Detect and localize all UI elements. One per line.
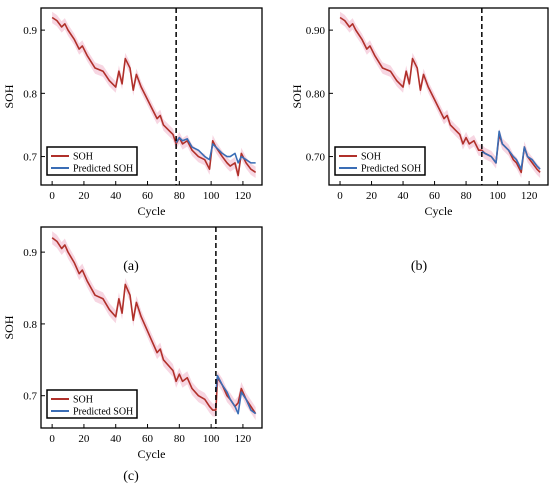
x-axis-label: Cycle <box>138 204 166 218</box>
legend-entry: SOH <box>73 152 93 163</box>
x-tick-label: 20 <box>78 190 90 202</box>
x-tick-label: 100 <box>489 190 506 202</box>
x-tick-label: 20 <box>366 190 378 202</box>
chart-panel-a: 0 20 40 60 80 100 1200.70.80.9CycleSOHSOHPredi… <box>2 7 263 218</box>
x-tick-label: 80 <box>174 190 186 202</box>
legend-entry: SOH <box>73 395 93 406</box>
x-tick-label: 0 <box>49 190 55 202</box>
predicted-soh-series-line <box>175 136 256 164</box>
legend-box <box>46 389 138 419</box>
y-tick-label: 0.7 <box>23 391 37 403</box>
legend-box <box>46 146 138 176</box>
x-tick-label: 40 <box>110 190 122 202</box>
chart-panel-b: 0 20 40 60 80 100 1200.700.800.90CycleSOHSOHPr… <box>290 7 549 218</box>
plot-frame <box>40 7 263 186</box>
predicted-soh-series-line <box>215 374 257 415</box>
y-tick-label: 0.8 <box>23 319 37 331</box>
x-axis-label: Cycle <box>425 204 453 218</box>
y-tick-label: 0.8 <box>23 88 37 100</box>
legend-entry: Predicted SOH <box>73 164 133 175</box>
legend-entry: Predicted SOH <box>361 164 421 175</box>
legend-entry: SOH <box>361 152 381 163</box>
x-axis-label: Cycle <box>138 447 166 461</box>
x-tick-label: 100 <box>203 433 220 445</box>
legend-entry: Predicted SOH <box>73 407 133 418</box>
soh-series-line <box>51 16 257 177</box>
plot-frame <box>40 226 263 429</box>
x-tick-label: 20 <box>78 433 90 445</box>
plot-frame <box>328 7 549 186</box>
y-tick-label: 0.9 <box>23 247 37 259</box>
y-tick-label: 0.7 <box>23 152 37 164</box>
panel-label-c: (c) <box>123 469 139 484</box>
x-tick-label: 80 <box>174 433 186 445</box>
x-tick-label: 120 <box>235 190 252 202</box>
chart-panel-c: 0 20 40 60 80 100 1200.70.80.9CycleSOHSOHPredi… <box>2 226 263 461</box>
x-tick-label: 0 <box>337 190 343 202</box>
predicted-soh-series-line <box>481 130 541 170</box>
y-axis-label: SOH <box>290 84 304 108</box>
panel-label-a: (a) <box>123 259 139 274</box>
x-tick-label: 0 <box>49 433 55 445</box>
x-tick-label: 60 <box>142 190 154 202</box>
x-tick-label: 100 <box>203 190 220 202</box>
x-tick-label: 80 <box>461 190 473 202</box>
x-tick-label: 60 <box>429 190 441 202</box>
y-axis-label: SOH <box>2 315 16 339</box>
x-tick-label: 120 <box>235 433 252 445</box>
panel-label-b: (b) <box>411 259 428 274</box>
y-tick-label: 0.9 <box>23 25 37 37</box>
x-tick-label: 120 <box>521 190 538 202</box>
y-tick-label: 0.90 <box>306 25 326 37</box>
y-tick-label: 0.70 <box>306 152 326 164</box>
soh-uncertainty-band <box>52 231 256 421</box>
legend-box <box>334 146 426 176</box>
x-tick-label: 40 <box>110 433 122 445</box>
x-tick-label: 40 <box>398 190 410 202</box>
y-tick-label: 0.80 <box>306 88 326 100</box>
x-tick-label: 60 <box>142 433 154 445</box>
y-axis-label: SOH <box>2 84 16 108</box>
